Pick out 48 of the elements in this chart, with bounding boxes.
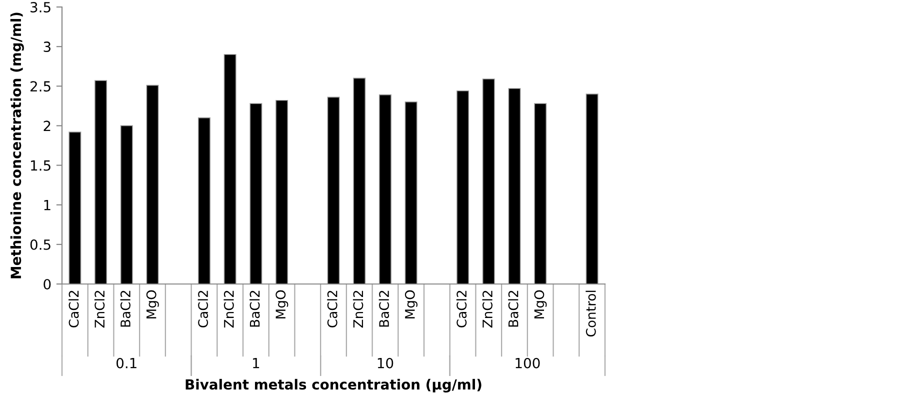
bar — [276, 100, 288, 284]
x-tick-label: MgO — [534, 290, 547, 318]
x-tick-label: ZnCl2 — [94, 290, 105, 328]
y-tick-label: 1.5 — [31, 160, 50, 171]
x-tick-label: MgO — [404, 290, 418, 318]
x-tick-label: MgO — [146, 290, 159, 318]
bar — [482, 78, 495, 284]
x-axis-title: Bivalent metals concentration (µg/ml) — [186, 378, 482, 392]
bar — [327, 96, 340, 284]
y-tick-label: 0 — [44, 278, 51, 290]
x-tick-label: CaCl2 — [198, 290, 208, 328]
y-axis-title: Methionine concentration (mg/ml) — [10, 12, 24, 278]
x-tick-label: ZnCl2 — [224, 290, 234, 328]
x-tick-label: BaCl2 — [508, 290, 518, 327]
x-tick-label: BaCl2 — [378, 290, 390, 327]
x-tick-label: CaCl2 — [68, 290, 79, 328]
text: 0.1 — [116, 358, 136, 368]
y-tick-label: 3 — [44, 42, 50, 52]
x-tick-label: ZnCl2 — [482, 290, 492, 328]
x-tick-label: CaCl2 — [327, 290, 338, 328]
text: 100 — [516, 358, 540, 368]
x-tick-label: CaCl2 — [456, 290, 467, 328]
bar — [456, 90, 470, 284]
bar — [94, 80, 108, 284]
bar — [404, 102, 418, 284]
bar — [586, 94, 598, 284]
bar — [224, 54, 236, 284]
x-tick-label: ZnCl2 — [352, 290, 364, 328]
x-tick-label: BaCl2 — [250, 290, 260, 327]
bar — [378, 94, 392, 284]
y-tick-label: 2.5 — [30, 81, 50, 92]
x-tick-label: Control — [586, 290, 596, 337]
y-tick-label: 2 — [44, 120, 50, 131]
text: 10 — [378, 358, 394, 368]
bar — [146, 84, 159, 284]
text: 1 — [253, 358, 260, 368]
x-tick-label: BaCl2 — [120, 290, 130, 327]
bar — [68, 132, 82, 284]
y-tick-label: 0.5 — [30, 239, 50, 250]
bar — [508, 88, 521, 284]
x-tick-label: MgO — [276, 290, 288, 318]
bar — [198, 117, 210, 284]
y-tick-label: 1 — [44, 200, 50, 210]
y-tick-label: 3.5 — [30, 2, 50, 12]
bar — [534, 103, 547, 284]
bar — [120, 125, 133, 284]
bar — [250, 103, 262, 284]
bar — [353, 78, 366, 284]
